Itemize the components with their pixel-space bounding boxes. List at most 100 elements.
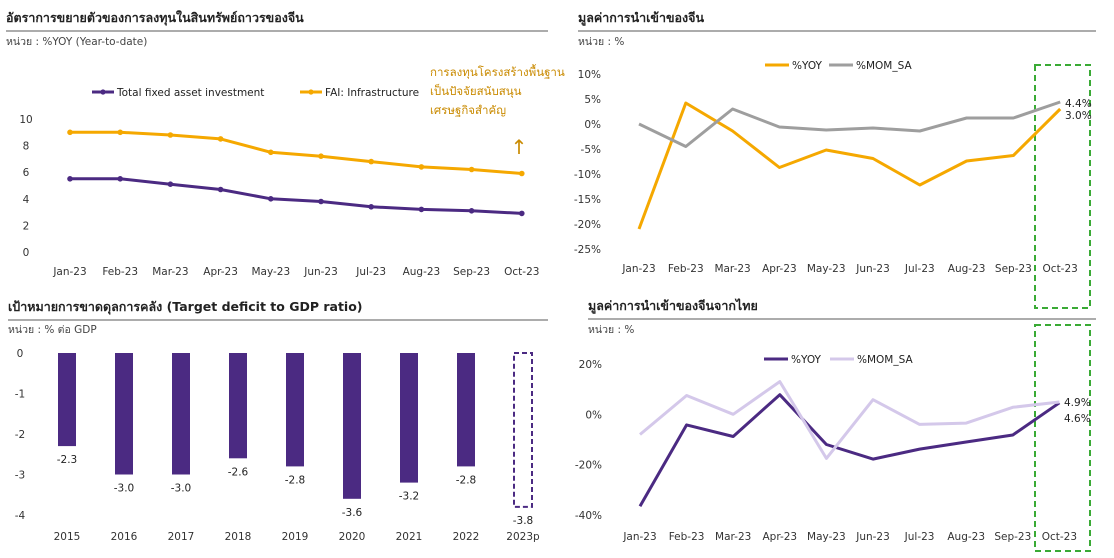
y-tick-label: 2: [23, 220, 30, 232]
series-point-0: [368, 204, 375, 210]
series-point-0: [519, 210, 525, 217]
x-tick-label: Apr-23: [203, 266, 238, 278]
x-tick-label: 2021: [396, 531, 423, 543]
y-tick-label: -20%: [574, 219, 601, 231]
x-tick-label: Jul-23: [904, 263, 935, 275]
x-tick-label: Oct-23: [1042, 531, 1077, 543]
series-point-0: [268, 196, 274, 202]
fai-annotation-line-2: เป็นปัจจัยสนับสนุน: [430, 83, 522, 98]
x-tick-label: Aug-23: [947, 531, 985, 543]
imports-thai-end-label-mom: 4.9%: [1064, 397, 1091, 409]
series-point-1: [117, 129, 123, 136]
deficit-x-axis: 2015 2016 2017 2018 2019 2020 2021 2022 2023p: [54, 531, 540, 543]
imports-highlight-box: [1034, 64, 1091, 309]
fai-annotation: การลงทุนโครงสร้างพื้นฐาน เป็นปัจจัยสนับส…: [430, 64, 565, 159]
x-tick-label: Jan-23: [621, 263, 655, 275]
panel-deficit: เป้าหมายการขาดดุลการคลัง (Target deficit…: [8, 299, 548, 543]
deficit-unit-label: หน่วย : % ต่อ GDP: [8, 324, 97, 336]
imports-unit-label: หน่วย : %: [578, 36, 624, 48]
panel-imports: มูลค่าการนำเข้าของจีน หน่วย : % %YOY %MO…: [574, 10, 1096, 309]
x-tick-label: May-23: [251, 266, 290, 278]
series-point-1: [368, 158, 375, 165]
y-tick-label: 0: [23, 247, 30, 259]
y-tick-label: -1: [15, 389, 25, 401]
x-tick-label: Sep-23: [453, 266, 490, 278]
y-tick-label: -15%: [574, 194, 601, 206]
bar: [343, 353, 361, 499]
bar-value-label: -3.0: [114, 483, 135, 495]
series-point-1: [468, 166, 475, 173]
imports-x-axis: Jan-23 Feb-23 Mar-23 Apr-23 May-23 Jun-23 Jul-…: [621, 263, 1078, 275]
x-tick-label: Sep-23: [994, 531, 1031, 543]
bar: [58, 353, 76, 447]
y-tick-label: -2: [15, 429, 25, 441]
bar: [400, 353, 418, 483]
x-tick-label: Jul-23: [904, 531, 935, 543]
deficit-title: เป้าหมายการขาดดุลการคลัง (Target deficit…: [8, 299, 363, 315]
x-tick-label: 2018: [225, 531, 252, 543]
x-tick-label: Feb-23: [668, 263, 704, 275]
series-point-1: [418, 164, 425, 170]
x-tick-label: Feb-23: [669, 531, 705, 543]
series-point-1: [268, 149, 274, 156]
imports-y-axis: -25% -20% -15% -10% -5% 0% 5% 10%: [574, 69, 601, 256]
series-line-0: [70, 177, 522, 215]
bar-value-label: -3.8: [513, 515, 534, 527]
series-point-1: [67, 129, 73, 136]
y-tick-label: -25%: [574, 244, 601, 256]
x-tick-label: 2015: [54, 531, 81, 543]
series-point-0: [318, 198, 324, 205]
bar: [115, 353, 133, 475]
x-tick-label: Jun-23: [303, 266, 338, 278]
x-tick-label: Jul-23: [355, 266, 386, 278]
imports-plot-area: [637, 100, 1062, 230]
bar: [457, 353, 475, 467]
fai-legend-marker-total: [100, 89, 106, 95]
bar-value-label: -3.6: [342, 507, 363, 519]
x-tick-label: Jan-23: [622, 531, 656, 543]
fai-legend-marker-infra: [308, 89, 314, 95]
series-line-0: [638, 393, 1061, 507]
x-tick-label: Sep-23: [995, 263, 1032, 275]
y-tick-label: -40%: [575, 510, 602, 522]
fai-annotation-line-1: การลงทุนโครงสร้างพื้นฐาน: [430, 64, 565, 79]
fai-y-axis: 0 2 4 6 8 10: [19, 114, 32, 259]
y-tick-label: 4: [23, 194, 30, 206]
bar: [172, 353, 190, 475]
x-tick-label: 2019: [282, 531, 309, 543]
bar-value-label: -3.0: [171, 483, 192, 495]
x-tick-label: Aug-23: [403, 266, 441, 278]
y-tick-label: 10%: [578, 69, 601, 81]
imports-thai-end-label-yoy: 4.6%: [1064, 413, 1091, 425]
bar-value-label: -2.6: [228, 466, 249, 478]
y-tick-label: -10%: [574, 169, 601, 181]
imports-thai-highlight-box: [1034, 324, 1091, 552]
bar: [229, 353, 247, 459]
y-tick-label: 20%: [579, 359, 602, 371]
series-point-0: [117, 176, 123, 182]
x-tick-label: Oct-23: [1043, 263, 1078, 275]
x-tick-label: May-23: [807, 531, 846, 543]
fai-title: อัตราการขยายตัวของการลงทุนในสินทรัพย์ถาว…: [6, 10, 304, 26]
imports-title: มูลค่าการนำเข้าของจีน: [578, 10, 704, 26]
x-tick-label: Jun-23: [855, 263, 890, 275]
imports-legend-label-yoy: %YOY: [792, 60, 823, 72]
fai-plot-area: [67, 129, 525, 217]
x-tick-label: Mar-23: [715, 531, 751, 543]
fai-annotation-line-3: เศรษฐกิจสำคัญ: [430, 103, 506, 117]
y-tick-label: -4: [15, 510, 26, 522]
x-tick-label: Apr-23: [762, 531, 797, 543]
x-tick-label: Jun-23: [855, 531, 890, 543]
imports-thai-legend-label-yoy: %YOY: [791, 354, 822, 366]
bar-value-label: -2.8: [285, 474, 306, 486]
imports-legend: %YOY %MOM_SA: [765, 60, 912, 72]
bar-projected: [513, 352, 533, 508]
fai-legend-label-total: Total fixed asset investment: [116, 87, 264, 99]
imports-thai-legend: %YOY %MOM_SA: [764, 354, 913, 366]
x-tick-label: May-23: [807, 263, 846, 275]
imports-thai-unit-label: หน่วย : %: [588, 324, 634, 336]
fai-annotation-arrow: ↑: [511, 135, 528, 159]
series-point-1: [318, 153, 324, 159]
fai-legend-label-infra: FAI: Infrastructure: [325, 87, 419, 99]
panel-fai: อัตราการขยายตัวของการลงทุนในสินทรัพย์ถาว…: [6, 10, 565, 278]
